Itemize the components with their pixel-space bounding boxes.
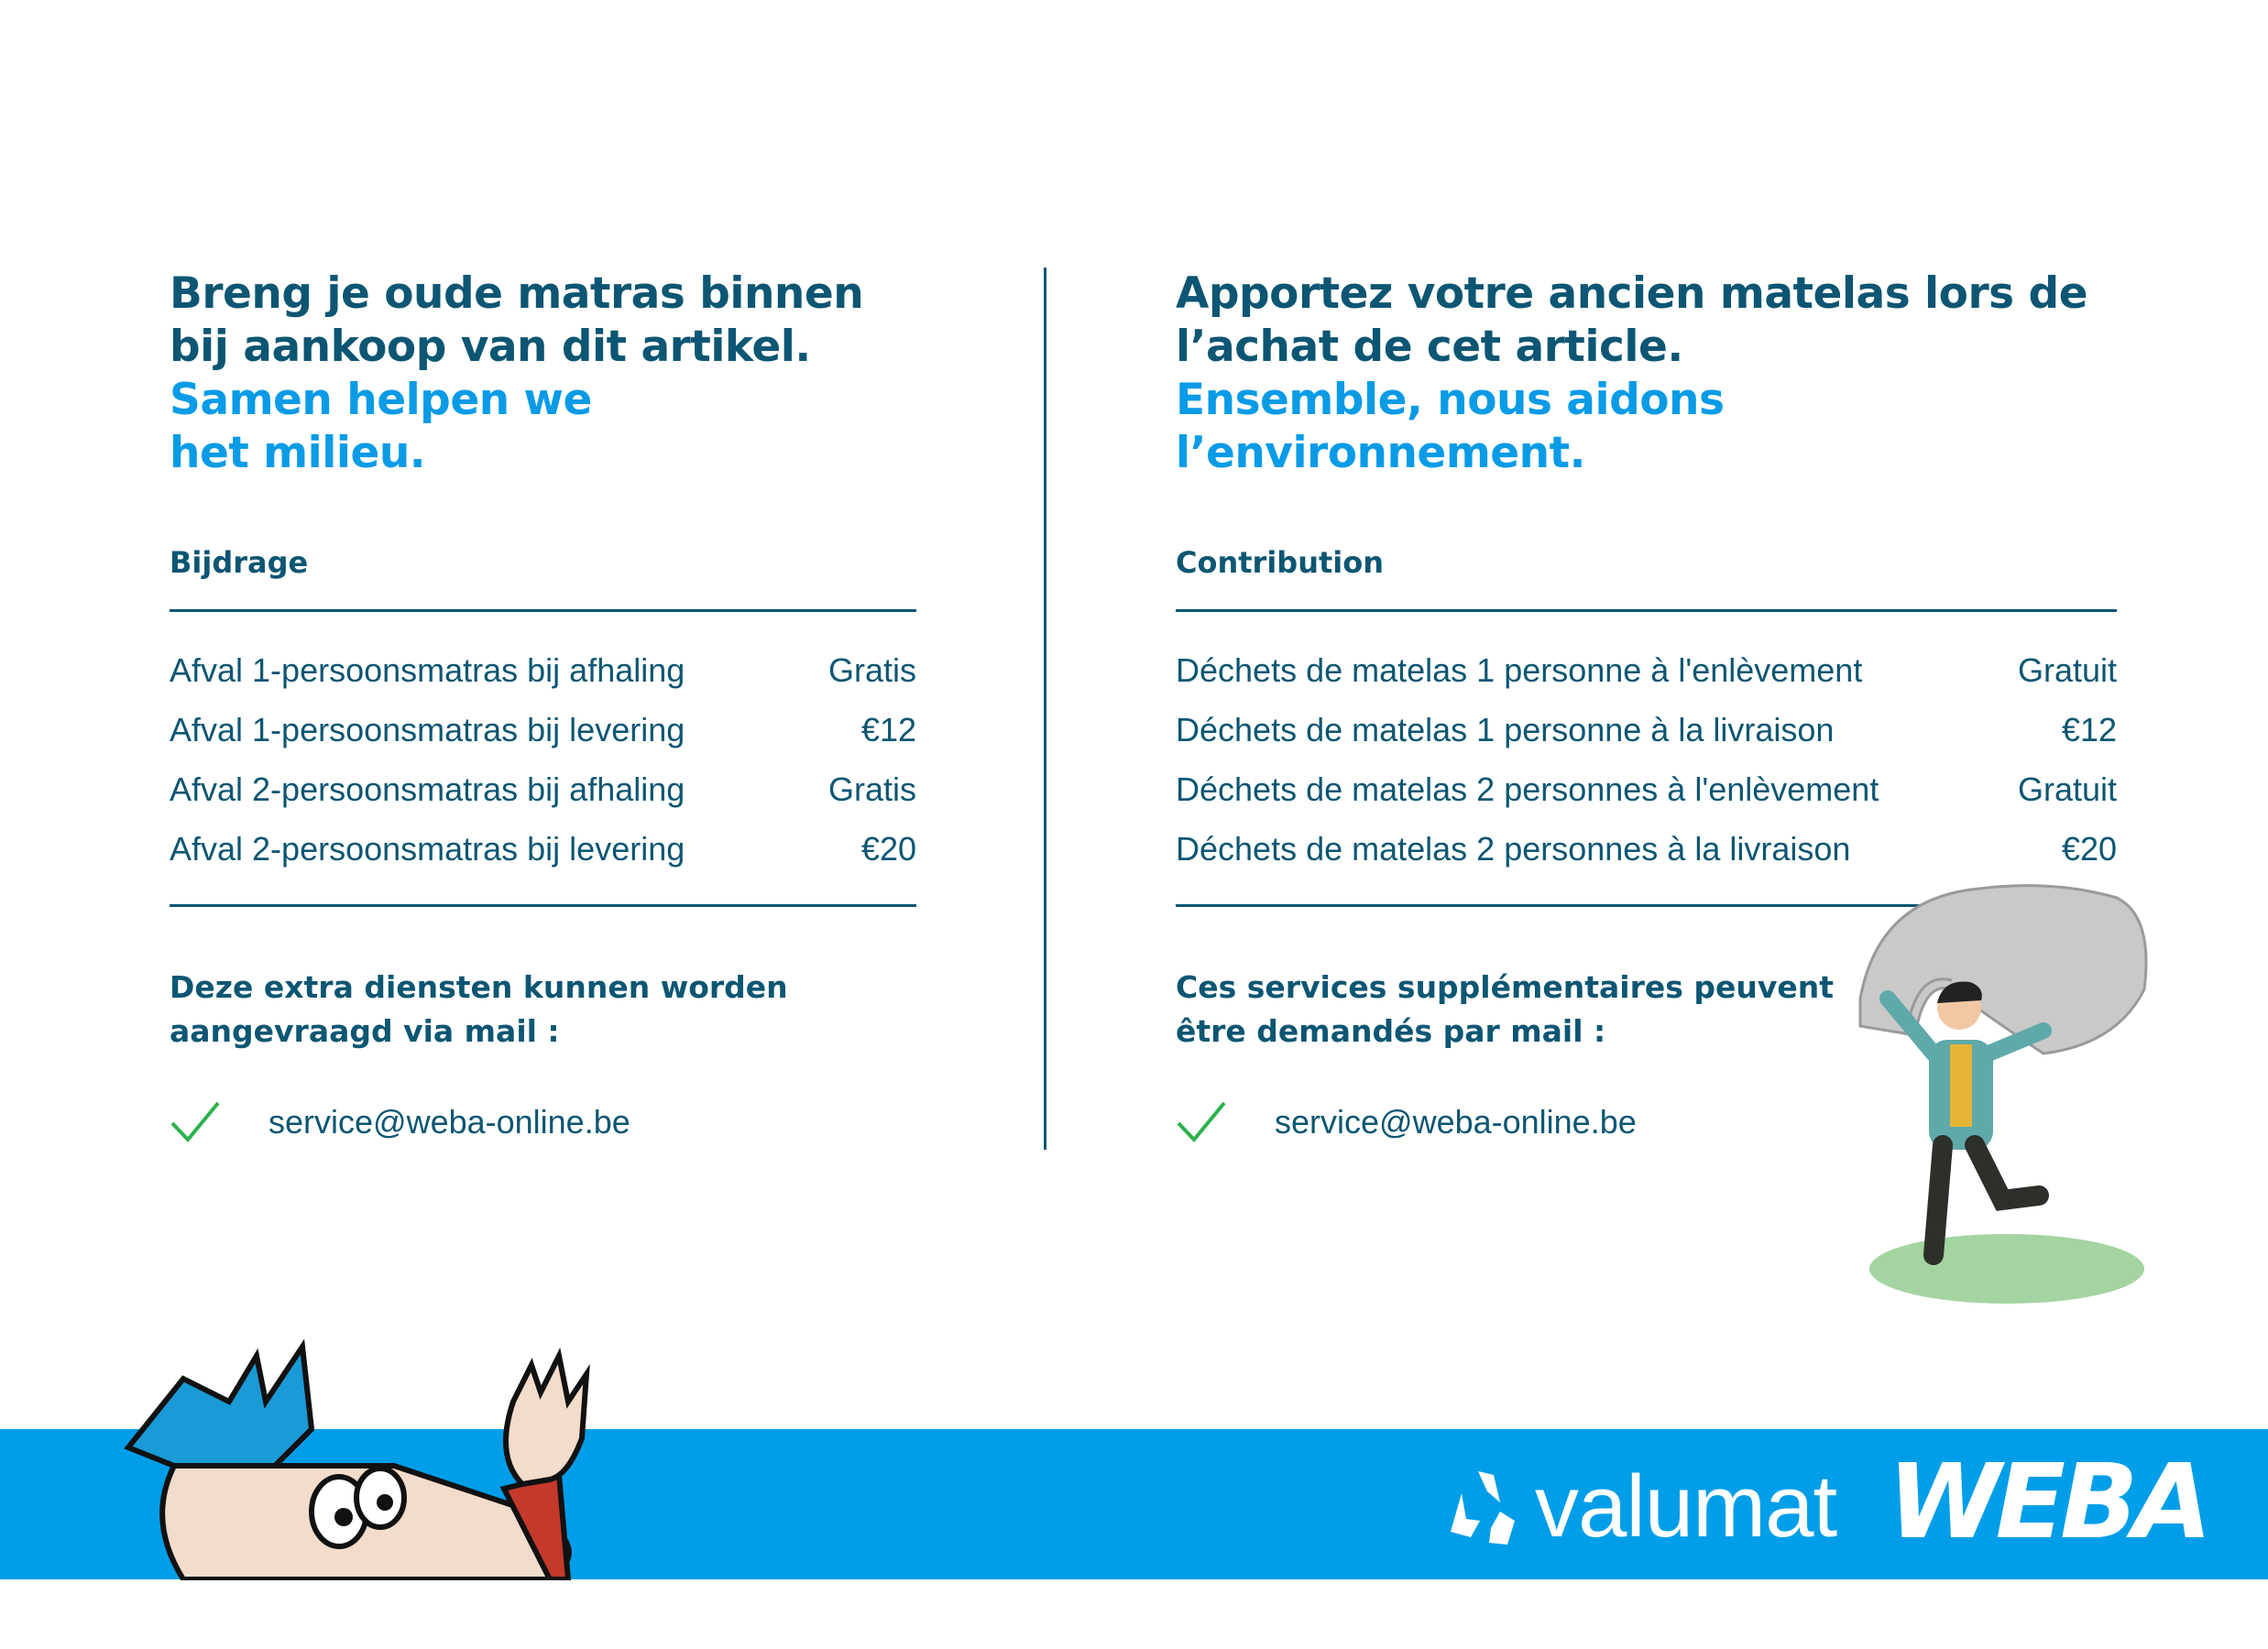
row-label: Déchets de matelas 2 personnes à l'enlèv…	[1176, 770, 1879, 808]
row-price: Gratuit	[2017, 770, 2117, 808]
table-row: Déchets de matelas 2 personnes à la livr…	[1176, 826, 2117, 886]
table-row: Afval 2-persoonsmatras bij levering €20	[170, 826, 916, 886]
row-price: Gratis	[827, 770, 916, 808]
price-table: Déchets de matelas 1 personne à l'enlève…	[1176, 648, 2117, 886]
row-price: €12	[860, 711, 916, 748]
row-price: €12	[2061, 711, 2117, 748]
email-line: service@weba-online.be	[170, 1099, 630, 1145]
section-title: Bijdrage	[170, 545, 309, 580]
man-carrying-mattress-illustration	[1858, 884, 2148, 1304]
divider	[170, 609, 916, 612]
divider	[1176, 609, 2117, 612]
headline-fr: Apportez votre ancien matelas lors de l’…	[1176, 268, 2117, 480]
headline-line: Breng je oude matras binnen	[170, 268, 864, 319]
service-note: Deze extra diensten kunnen worden aangev…	[170, 966, 788, 1054]
row-price: €20	[860, 830, 916, 868]
table-row: Afval 1-persoonsmatras bij levering €12	[170, 707, 916, 767]
row-label: Afval 1-persoonsmatras bij levering	[170, 711, 685, 748]
weba-logo: WEBA	[1888, 1451, 2212, 1554]
divider	[170, 904, 916, 907]
table-row: Déchets de matelas 1 personne à l'enlève…	[1176, 648, 2117, 707]
headline-nl: Breng je oude matras binnen bij aankoop …	[170, 268, 916, 480]
recycle-icon	[1451, 1471, 1515, 1545]
table-row: Déchets de matelas 2 personnes à l'enlèv…	[1176, 767, 2117, 826]
row-label: Déchets de matelas 1 personne à la livra…	[1176, 711, 1835, 748]
headline-accent-line: l’environnement.	[1176, 428, 1585, 478]
row-label: Déchets de matelas 2 personnes à la livr…	[1176, 830, 1851, 868]
divider	[1176, 904, 2117, 907]
row-label: Afval 2-persoonsmatras bij afhaling	[170, 770, 685, 808]
headline-accent-line: het milieu.	[170, 428, 426, 478]
headline-line: bij aankoop van dit artikel.	[170, 322, 811, 372]
row-price: €20	[2061, 830, 2117, 868]
row-price: Gratuit	[2017, 651, 2117, 689]
row-label: Afval 2-persoonsmatras bij levering	[170, 830, 685, 868]
note-line: Deze extra diensten kunnen worden	[170, 969, 788, 1005]
email-link[interactable]: service@weba-online.be	[1275, 1103, 1637, 1141]
table-row: Déchets de matelas 1 personne à la livra…	[1176, 707, 2117, 767]
email-link[interactable]: service@weba-online.be	[268, 1103, 630, 1141]
row-label: Afval 1-persoonsmatras bij afhaling	[170, 651, 685, 689]
table-row: Afval 1-persoonsmatras bij afhaling Grati…	[170, 648, 916, 707]
headline-line: l’achat de cet article.	[1176, 322, 1683, 372]
row-label: Déchets de matelas 1 personne à l'enlève…	[1176, 651, 1863, 689]
check-icon	[1177, 1101, 1226, 1143]
note-line: aangevraagd via mail :	[170, 1013, 560, 1049]
dutch-column: Breng je oude matras binnen bij aankoop …	[170, 268, 916, 1143]
note-line: être demandés par mail :	[1176, 1013, 1606, 1049]
valumat-wordmark: valumat	[1535, 1458, 1837, 1556]
section-title: Contribution	[1176, 545, 1385, 580]
email-line: service@weba-online.be	[1176, 1099, 1637, 1145]
french-column: Apportez votre ancien matelas lors de l’…	[1176, 268, 2117, 1143]
service-note: Ces services supplémentaires peuvent êtr…	[1176, 966, 1834, 1054]
table-row: Afval 2-persoonsmatras bij afhaling Grati…	[170, 767, 916, 826]
valumat-logo: valumat	[1443, 1457, 1837, 1557]
headline-line: Apportez votre ancien matelas lors de	[1176, 268, 2087, 319]
weba-wordmark: WEBA	[1888, 1443, 2212, 1562]
check-icon	[170, 1101, 220, 1143]
row-price: Gratis	[827, 651, 916, 689]
headline-accent-line: Ensemble, nous aidons	[1176, 375, 1725, 425]
mascot-illustration	[124, 1338, 590, 1580]
note-line: Ces services supplémentaires peuvent	[1176, 969, 1835, 1005]
column-divider	[1044, 268, 1046, 1150]
price-table: Afval 1-persoonsmatras bij afhaling Grati…	[170, 648, 916, 886]
headline-accent-line: Samen helpen we	[170, 375, 592, 425]
